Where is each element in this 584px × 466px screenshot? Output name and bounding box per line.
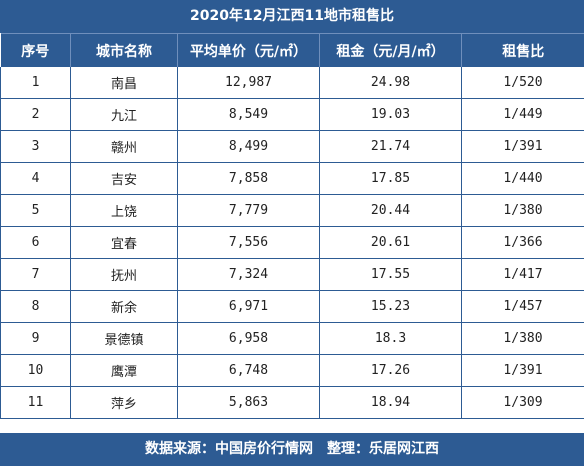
cell-rent: 21.74 [319, 130, 462, 163]
cell-city: 九江 [70, 98, 178, 131]
table-row: 1 南昌 12,987 24.98 1/520 [0, 67, 584, 99]
cell-index: 2 [0, 98, 71, 131]
cell-rent: 18.94 [319, 386, 462, 419]
rent-sale-ratio-table: 序号 城市名称 平均单价（元/㎡） 租金（元/月/㎡） 租售比 1 南昌 12,98… [0, 33, 584, 419]
cell-ratio: 1/380 [461, 322, 584, 355]
cell-index: 8 [0, 290, 71, 323]
cell-rent: 17.55 [319, 258, 462, 291]
table-row: 6 宜春 7,556 20.61 1/366 [0, 226, 584, 259]
cell-index: 3 [0, 130, 71, 163]
cell-avg-price: 6,958 [177, 322, 320, 355]
cell-index: 5 [0, 194, 71, 227]
cell-avg-price: 6,748 [177, 354, 320, 387]
cell-avg-price: 7,556 [177, 226, 320, 259]
cell-rent: 19.03 [319, 98, 462, 131]
cell-index: 7 [0, 258, 71, 291]
cell-city: 南昌 [70, 67, 178, 99]
column-header-ratio: 租售比 [461, 33, 584, 67]
column-header-index: 序号 [0, 33, 71, 67]
table-row: 11 萍乡 5,863 18.94 1/309 [0, 386, 584, 419]
table-row: 9 景德镇 6,958 18.3 1/380 [0, 322, 584, 355]
cell-city: 宜春 [70, 226, 178, 259]
column-header-city: 城市名称 [70, 33, 178, 67]
cell-ratio: 1/380 [461, 194, 584, 227]
table-row: 5 上饶 7,779 20.44 1/380 [0, 194, 584, 227]
cell-avg-price: 12,987 [177, 67, 320, 99]
cell-avg-price: 7,779 [177, 194, 320, 227]
cell-city: 景德镇 [70, 322, 178, 355]
cell-city: 萍乡 [70, 386, 178, 419]
table-row: 4 吉安 7,858 17.85 1/440 [0, 162, 584, 195]
cell-avg-price: 8,549 [177, 98, 320, 131]
cell-ratio: 1/440 [461, 162, 584, 195]
cell-index: 9 [0, 322, 71, 355]
cell-rent: 17.85 [319, 162, 462, 195]
cell-ratio: 1/391 [461, 130, 584, 163]
cell-city: 赣州 [70, 130, 178, 163]
cell-rent: 15.23 [319, 290, 462, 323]
cell-rent: 20.61 [319, 226, 462, 259]
column-header-avg-price: 平均单价（元/㎡） [177, 33, 320, 67]
table-row: 8 新余 6,971 15.23 1/457 [0, 290, 584, 323]
cell-index: 6 [0, 226, 71, 259]
table-row: 7 抚州 7,324 17.55 1/417 [0, 258, 584, 291]
cell-avg-price: 7,858 [177, 162, 320, 195]
cell-ratio: 1/449 [461, 98, 584, 131]
cell-city: 抚州 [70, 258, 178, 291]
cell-city: 鹰潭 [70, 354, 178, 387]
cell-index: 1 [0, 67, 71, 99]
cell-city: 吉安 [70, 162, 178, 195]
source-footer: 数据来源：中国房价行情网 整理：乐居网江西 [0, 433, 584, 466]
cell-city: 上饶 [70, 194, 178, 227]
cell-ratio: 1/520 [461, 67, 584, 99]
cell-rent: 17.26 [319, 354, 462, 387]
cell-ratio: 1/366 [461, 226, 584, 259]
cell-rent: 24.98 [319, 67, 462, 99]
cell-city: 新余 [70, 290, 178, 323]
cell-ratio: 1/417 [461, 258, 584, 291]
cell-avg-price: 7,324 [177, 258, 320, 291]
table-body: 1 南昌 12,987 24.98 1/520 2 九江 8,549 19.03 1/449 3 赣州… [0, 67, 584, 419]
table-title: 2020年12月江西11地市租售比 [0, 0, 584, 33]
table-row: 3 赣州 8,499 21.74 1/391 [0, 130, 584, 163]
cell-index: 11 [0, 386, 71, 419]
cell-avg-price: 6,971 [177, 290, 320, 323]
cell-index: 4 [0, 162, 71, 195]
cell-ratio: 1/457 [461, 290, 584, 323]
table-row: 10 鹰潭 6,748 17.26 1/391 [0, 354, 584, 387]
cell-index: 10 [0, 354, 71, 387]
cell-avg-price: 8,499 [177, 130, 320, 163]
cell-ratio: 1/391 [461, 354, 584, 387]
cell-avg-price: 5,863 [177, 386, 320, 419]
cell-rent: 18.3 [319, 322, 462, 355]
header-row: 序号 城市名称 平均单价（元/㎡） 租金（元/月/㎡） 租售比 [0, 33, 584, 67]
table-row: 2 九江 8,549 19.03 1/449 [0, 98, 584, 131]
cell-ratio: 1/309 [461, 386, 584, 419]
column-header-rent: 租金（元/月/㎡） [319, 33, 462, 67]
cell-rent: 20.44 [319, 194, 462, 227]
